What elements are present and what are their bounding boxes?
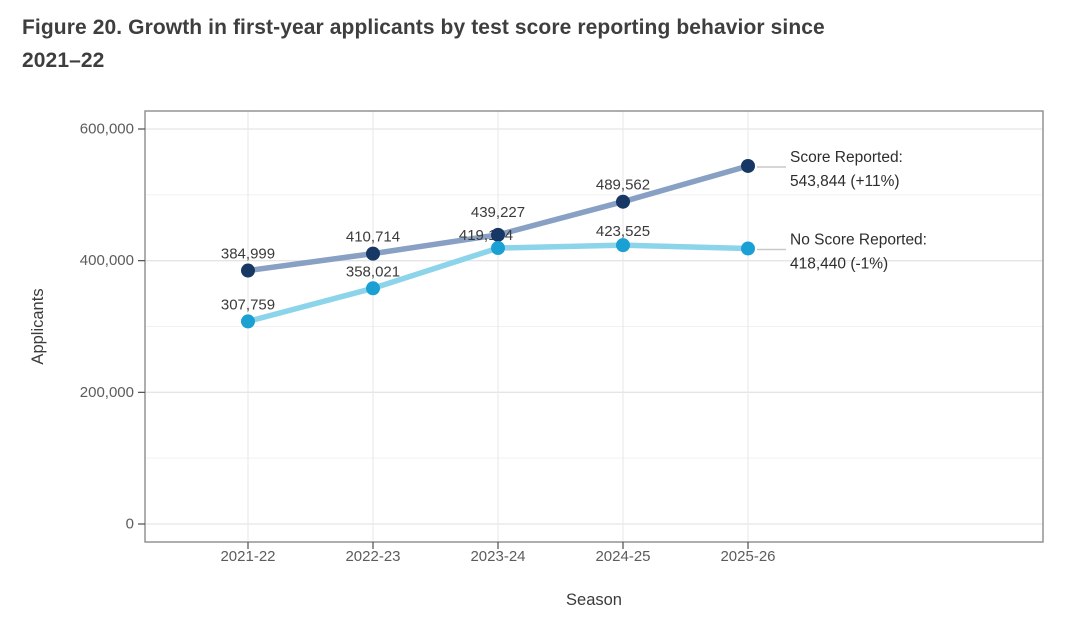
data-point <box>616 194 630 209</box>
data-point-label: 439,227 <box>471 204 525 221</box>
x-tick-label: 2023-24 <box>470 548 525 565</box>
x-tick-label: 2025-26 <box>720 548 775 565</box>
data-point <box>616 238 630 253</box>
y-tick-label: 600,000 <box>80 121 134 138</box>
data-point <box>241 314 255 329</box>
data-point-label: 384,999 <box>221 246 275 263</box>
data-point <box>741 158 755 173</box>
data-point <box>241 263 255 278</box>
figure-title: Figure 20. Growth in first-year applican… <box>22 11 1022 77</box>
data-point <box>741 241 755 256</box>
figure-title-line1: Figure 20. Growth in first-year applican… <box>22 16 825 39</box>
annotation-series-name: No Score Reported: <box>790 232 927 249</box>
data-point-label: 410,714 <box>346 229 400 246</box>
data-point <box>491 241 505 256</box>
annotation-series-value: 418,440 (-1%) <box>790 256 888 273</box>
data-point-label: 423,525 <box>596 223 650 240</box>
x-tick-label: 2021-22 <box>220 548 275 565</box>
data-point <box>491 227 505 242</box>
y-tick-label: 400,000 <box>80 252 134 269</box>
y-tick-label: 0 <box>126 516 134 533</box>
figure-title-line2: 2021–22 <box>22 49 105 72</box>
annotation-series-name: Score Reported: <box>790 149 903 166</box>
data-point-label: 358,021 <box>346 263 400 280</box>
x-axis-title: Season <box>566 591 622 609</box>
data-point-label: 419,154 <box>459 227 513 244</box>
y-axis-title: Applicants <box>29 288 47 364</box>
x-tick-label: 2022-23 <box>345 548 400 565</box>
annotation-series-value: 543,844 (+11%) <box>790 173 900 190</box>
data-point-label: 307,759 <box>221 296 275 313</box>
y-tick-label: 200,000 <box>80 384 134 401</box>
data-point <box>366 281 380 296</box>
x-tick-label: 2024-25 <box>595 548 650 565</box>
data-point <box>366 246 380 261</box>
plot-border <box>144 110 1044 543</box>
data-point-label: 489,562 <box>596 177 650 194</box>
